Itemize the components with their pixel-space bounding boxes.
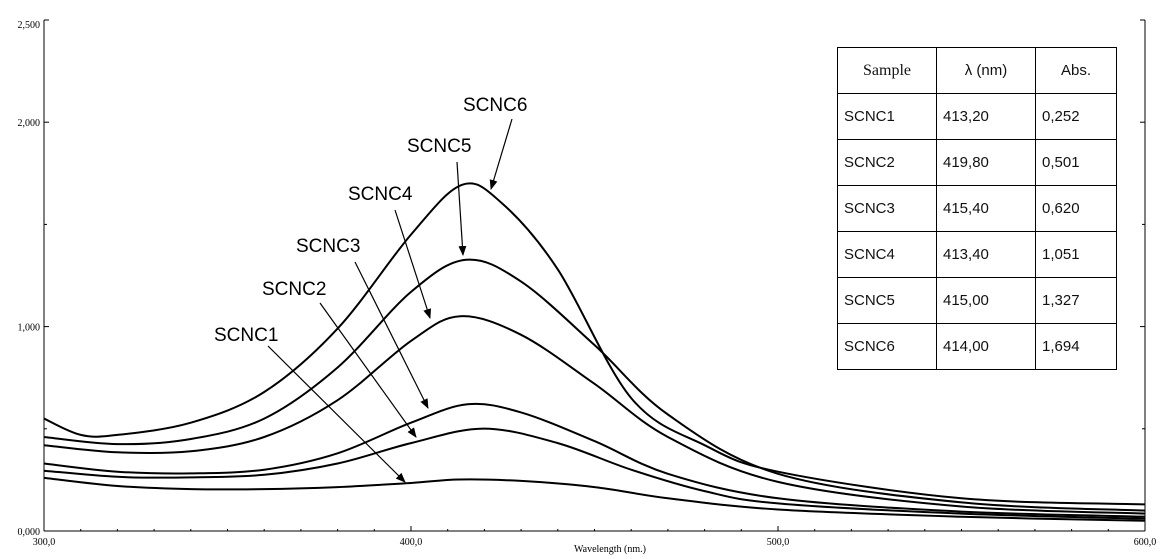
cell-wavelength: 413,20 bbox=[936, 93, 1036, 140]
x-axis-title: Wavelength (nm.) bbox=[574, 544, 646, 555]
cell-abs: 1,327 bbox=[1035, 277, 1117, 324]
cell-sample: SCNC2 bbox=[837, 139, 937, 186]
spectra-lines bbox=[43, 182, 1146, 522]
callout-arrow-scnc3 bbox=[354, 261, 429, 409]
x-tick-label: 300,0 bbox=[33, 537, 56, 548]
x-tick-label: 400,0 bbox=[400, 537, 423, 548]
header-abs: Abs. bbox=[1035, 47, 1117, 94]
cell-sample: SCNC5 bbox=[837, 277, 937, 324]
cell-sample: SCNC6 bbox=[837, 323, 937, 370]
y-tick-label: 2,000 bbox=[18, 118, 41, 129]
cell-sample: SCNC4 bbox=[837, 231, 937, 278]
cell-wavelength: 415,40 bbox=[936, 185, 1036, 232]
callout-label-scnc3: SCNC3 bbox=[296, 236, 360, 257]
callout-arrow-scnc5 bbox=[456, 161, 467, 256]
table-row: SCNC3 415,40 0,620 bbox=[837, 185, 1117, 232]
series-line-scnc3 bbox=[43, 402, 1146, 518]
callout-label-scnc6: SCNC6 bbox=[463, 95, 527, 116]
series-line-scnc4 bbox=[43, 315, 1146, 515]
table-row: SCNC4 413,40 1,051 bbox=[837, 231, 1117, 278]
y-tick-label: 1,000 bbox=[18, 323, 41, 334]
cell-abs: 0,252 bbox=[1035, 93, 1117, 140]
cell-wavelength: 414,00 bbox=[936, 323, 1036, 370]
cell-abs: 0,501 bbox=[1035, 139, 1117, 186]
callout-label-scnc4: SCNC4 bbox=[348, 184, 413, 205]
y-tick-label: 2,500 bbox=[18, 20, 41, 31]
axis-ticks: 300,0 400,0 500,0 600,0 0,000 1,000 2,000 2,500 bbox=[18, 19, 1157, 548]
callout-arrow-scnc6 bbox=[489, 118, 513, 190]
callout-label-scnc5: SCNC5 bbox=[407, 136, 471, 157]
curve-callouts: SCNC1 SCNC2 SCNC3 SCNC4 SCNC5 SCNC6 bbox=[214, 95, 527, 483]
header-sample: Sample bbox=[837, 47, 937, 94]
y-tick-label: 0,000 bbox=[18, 527, 41, 538]
cell-sample: SCNC1 bbox=[837, 93, 937, 140]
cell-abs: 0,620 bbox=[1035, 185, 1117, 232]
cell-wavelength: 415,00 bbox=[936, 277, 1036, 324]
header-wavelength: λ (nm) bbox=[936, 47, 1036, 94]
x-tick-label: 500,0 bbox=[767, 537, 790, 548]
callout-arrow-scnc2 bbox=[319, 302, 417, 438]
table-row: SCNC2 419,80 0,501 bbox=[837, 139, 1117, 186]
callout-label-scnc2: SCNC2 bbox=[262, 279, 326, 300]
peak-table: Sample λ (nm) Abs. SCNC1 413,20 0,252 SC… bbox=[837, 47, 1117, 370]
callout-arrow-scnc4 bbox=[394, 209, 432, 319]
x-tick-label: 600,0 bbox=[1134, 537, 1157, 548]
cell-wavelength: 419,80 bbox=[936, 139, 1036, 186]
table-row: SCNC1 413,20 0,252 bbox=[837, 93, 1117, 140]
series-line-scnc2 bbox=[43, 427, 1146, 520]
cell-sample: SCNC3 bbox=[837, 185, 937, 232]
cell-abs: 1,694 bbox=[1035, 323, 1117, 370]
callout-label-scnc1: SCNC1 bbox=[214, 325, 278, 346]
cell-abs: 1,051 bbox=[1035, 231, 1117, 278]
series-line-scnc6 bbox=[43, 182, 1146, 506]
series-line-scnc1 bbox=[43, 476, 1146, 522]
table-header-row: Sample λ (nm) Abs. bbox=[837, 47, 1117, 94]
table-row: SCNC6 414,00 1,694 bbox=[837, 323, 1117, 370]
series-line-scnc5 bbox=[43, 258, 1146, 512]
table-row: SCNC5 415,00 1,327 bbox=[837, 277, 1117, 324]
cell-wavelength: 413,40 bbox=[936, 231, 1036, 278]
callout-arrow-scnc1 bbox=[267, 345, 406, 483]
